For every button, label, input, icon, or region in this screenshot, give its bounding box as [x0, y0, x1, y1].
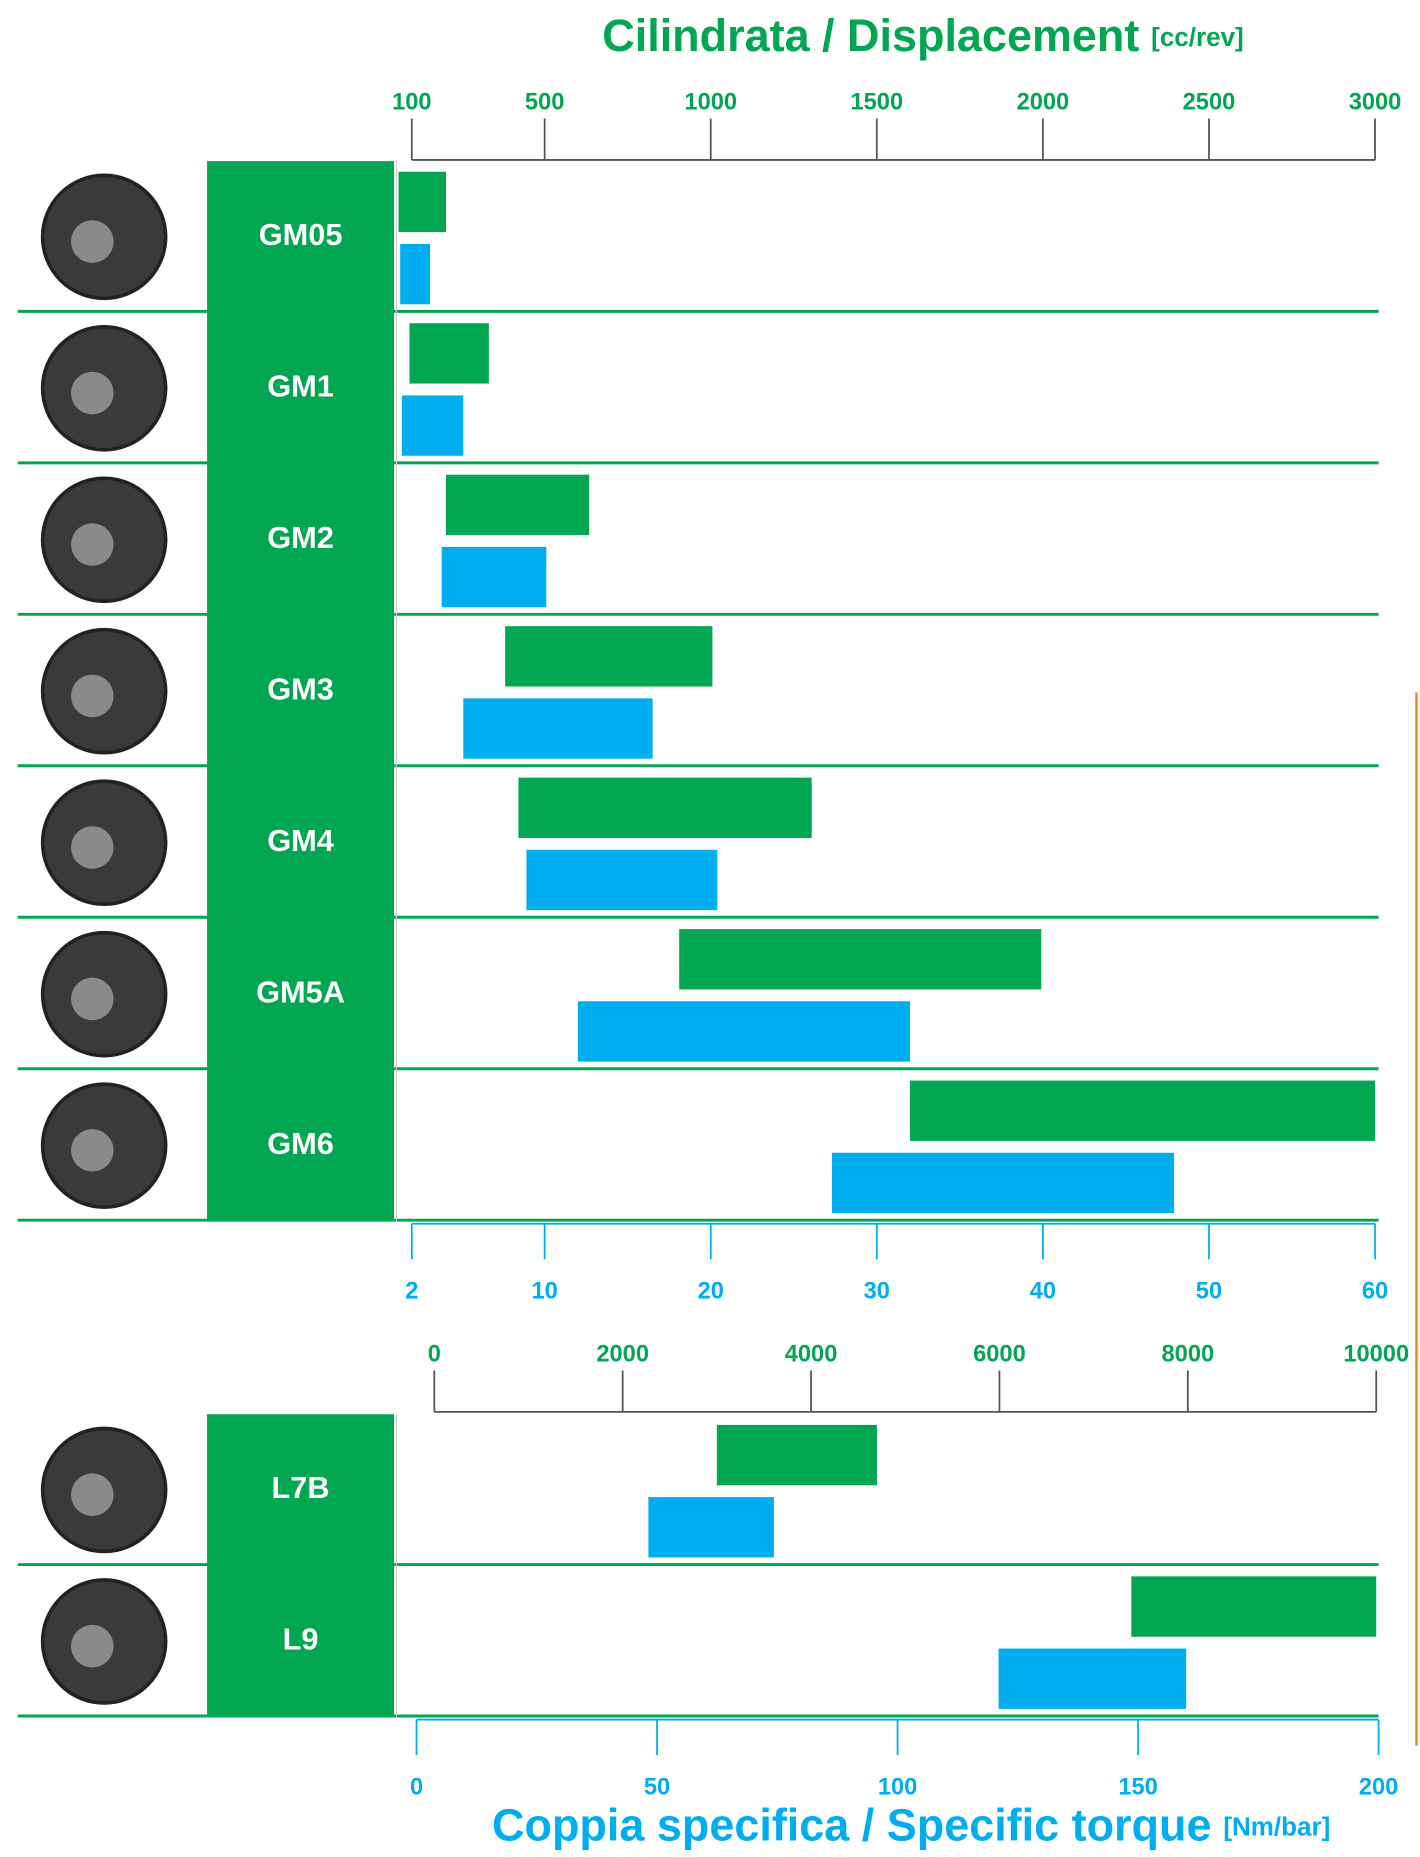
torque-bar [998, 1648, 1187, 1709]
product-image-hub [71, 826, 114, 869]
category-label: GM05 [259, 217, 343, 252]
product-image-hub [71, 523, 114, 566]
category-label: GM6 [267, 1126, 334, 1161]
x-tick-label: 2000 [596, 1341, 649, 1367]
torque-bar [463, 698, 653, 759]
category-box [207, 766, 395, 917]
category-box [207, 1565, 395, 1715]
displacement-bar [505, 626, 713, 687]
category-label: L9 [283, 1622, 319, 1657]
product-image-hub [71, 977, 114, 1021]
x2-tick-label: 50 [1196, 1279, 1222, 1305]
displacement-bar [1131, 1576, 1377, 1637]
torque-bar [526, 849, 718, 911]
x2-label-text: Coppia specifica / Specific torque [492, 1799, 1211, 1850]
product-image-hub [71, 220, 114, 263]
x-tick-label: 3000 [1349, 89, 1402, 115]
torque-bar [831, 1152, 1175, 1214]
x-tick-label: 100 [392, 89, 431, 115]
category-label: GM3 [267, 671, 334, 706]
title-text: Cilindrata / Displacement [602, 10, 1139, 61]
x-tick-label: 2500 [1183, 89, 1236, 115]
category-box [207, 1069, 395, 1220]
torque-bar [441, 546, 547, 608]
x2-tick-label: 0 [410, 1774, 423, 1800]
displacement-bar [518, 777, 812, 838]
displacement-bar [716, 1424, 877, 1486]
category-box [207, 312, 395, 462]
x-tick-label: 10000 [1343, 1341, 1409, 1367]
x2-tick-label: 50 [644, 1774, 670, 1800]
displacement-bar [679, 929, 1042, 990]
category-box [207, 464, 395, 614]
torque-bar [401, 395, 464, 456]
product-image-hub [71, 1129, 114, 1172]
x-tick-label: 2000 [1017, 89, 1070, 115]
displacement-bar [446, 474, 590, 536]
x2-tick-label: 150 [1118, 1774, 1157, 1800]
x2-tick-label: 20 [698, 1279, 724, 1305]
category-box [207, 615, 395, 765]
x2-tick-label: 100 [878, 1774, 917, 1800]
x2-tick-label: 2 [405, 1279, 418, 1305]
x2-tick-label: 10 [531, 1279, 557, 1305]
x-tick-label: 6000 [973, 1341, 1026, 1367]
x-tick-label: 500 [525, 89, 564, 115]
category-box [207, 918, 395, 1068]
torque-bar [648, 1497, 774, 1558]
x2-tick-label: 30 [864, 1279, 890, 1305]
x-tick-label: 1500 [850, 89, 903, 115]
category-label: GM1 [267, 368, 334, 403]
x-tick-label: 8000 [1162, 1341, 1215, 1367]
chart-title: Cilindrata / Displacement [cc/rev] [602, 10, 1243, 61]
product-image-hub [71, 1624, 114, 1668]
x-tick-label: 4000 [785, 1341, 838, 1367]
displacement-bar [910, 1080, 1376, 1141]
product-image-hub [71, 1473, 114, 1517]
category-label: GM2 [267, 520, 334, 555]
category-box [207, 1414, 395, 1564]
x2-tick-label: 60 [1362, 1279, 1388, 1305]
category-label: GM5A [256, 974, 345, 1009]
x2-label-unit: [Nm/bar] [1223, 1811, 1330, 1841]
displacement-bar [409, 323, 489, 384]
x-tick-label: 1000 [684, 89, 737, 115]
x2-tick-label: 200 [1359, 1774, 1398, 1800]
product-image-hub [71, 674, 114, 718]
displacement-bar [398, 171, 447, 233]
title-unit: [cc/rev] [1151, 22, 1244, 52]
x2-tick-label: 40 [1030, 1279, 1056, 1305]
category-label: L7B [272, 1470, 330, 1505]
torque-bar [577, 1001, 911, 1062]
x-tick-label: 0 [428, 1341, 441, 1367]
category-box [207, 161, 395, 311]
product-image-hub [71, 371, 114, 415]
category-label: GM4 [267, 823, 334, 858]
torque-bar [400, 243, 431, 305]
x2-axis-label: Coppia specifica / Specific torque [Nm/ba… [492, 1799, 1330, 1850]
